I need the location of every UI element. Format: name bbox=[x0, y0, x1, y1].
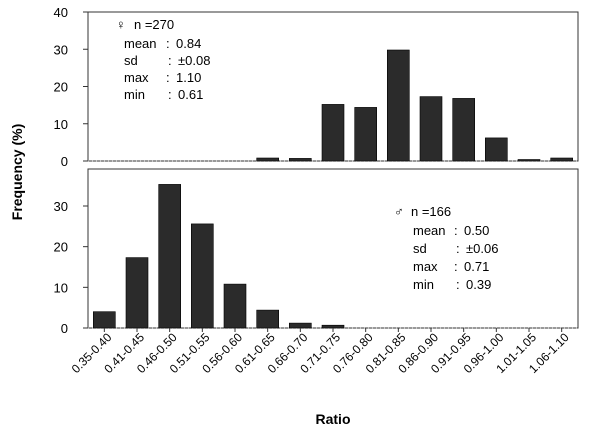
male-sd-sep: : bbox=[456, 241, 460, 256]
male-ytick-label-30: 30 bbox=[54, 199, 68, 214]
female-max-value: 1.10 bbox=[176, 70, 201, 85]
male-bar-0.41-0.45 bbox=[125, 257, 149, 329]
male-sd-value: ±0.06 bbox=[466, 241, 498, 256]
x-axis-title: Ratio bbox=[316, 411, 351, 427]
male-bar-0.71-0.75 bbox=[321, 324, 345, 329]
male-bar-0.56-0.60 bbox=[223, 283, 247, 329]
male-symbol: ♂ bbox=[394, 204, 404, 219]
female-bar-0.91-0.95 bbox=[452, 98, 476, 162]
male-mean-value: 0.50 bbox=[464, 223, 489, 238]
male-min-value: 0.39 bbox=[466, 277, 491, 292]
female-ytick-label-30: 30 bbox=[54, 42, 68, 57]
male-sd-label: sd bbox=[413, 241, 427, 256]
male-n: n =166 bbox=[411, 204, 451, 219]
male-bar-0.66-0.70 bbox=[288, 322, 312, 329]
male-max-sep: : bbox=[454, 259, 458, 274]
female-bars bbox=[256, 49, 574, 162]
female-stats: ♀ n =270 mean : 0.84 sd : ±0.08 max : 1.… bbox=[116, 17, 210, 102]
male-ytick-label-20: 20 bbox=[54, 240, 68, 255]
female-bar-1.06-1.10 bbox=[550, 157, 574, 162]
male-y-ticks: 0 10 20 30 bbox=[54, 199, 88, 336]
female-bar-0.81-0.85 bbox=[386, 49, 410, 162]
male-bars bbox=[93, 184, 345, 329]
female-bar-0.86-0.90 bbox=[419, 96, 443, 162]
female-ytick-label-0: 0 bbox=[61, 154, 68, 169]
female-min-value: 0.61 bbox=[178, 87, 203, 102]
female-n: n =270 bbox=[134, 17, 174, 32]
male-max-label: max bbox=[413, 259, 438, 274]
female-ytick-label-20: 20 bbox=[54, 80, 68, 95]
female-mean-label: mean bbox=[124, 36, 157, 51]
male-bar-0.35-0.40 bbox=[93, 311, 116, 329]
female-mean-sep: : bbox=[166, 36, 170, 51]
female-bar-1.01-1.05 bbox=[517, 159, 541, 162]
female-ytick-label-40: 40 bbox=[54, 5, 68, 20]
male-bar-0.61-0.65 bbox=[256, 309, 280, 329]
male-ytick-label-10: 10 bbox=[54, 280, 68, 295]
female-sd-label: sd bbox=[124, 53, 138, 68]
female-sd-value: ±0.08 bbox=[178, 53, 210, 68]
male-ytick-label-0: 0 bbox=[61, 321, 68, 336]
x-tick-labels: 0.35-0.400.41-0.450.46-0.500.51-0.550.56… bbox=[69, 328, 572, 376]
female-bar-0.61-0.65 bbox=[256, 157, 280, 162]
female-ytick-label-10: 10 bbox=[54, 117, 68, 132]
female-bar-0.66-0.70 bbox=[288, 158, 312, 162]
male-bar-0.46-0.50 bbox=[158, 184, 181, 329]
male-mean-sep: : bbox=[454, 223, 458, 238]
female-min-label: min bbox=[124, 87, 145, 102]
female-sd-sep: : bbox=[168, 53, 172, 68]
female-bar-0.71-0.75 bbox=[321, 104, 345, 162]
female-y-ticks: 0 10 20 30 40 bbox=[54, 5, 88, 169]
male-stats: ♂ n =166 mean : 0.50 sd : ±0.06 max : 0.… bbox=[394, 204, 498, 292]
female-mean-value: 0.84 bbox=[176, 36, 201, 51]
y-axis-title: Frequency (%) bbox=[9, 124, 25, 220]
female-bar-0.96-1.00 bbox=[484, 137, 508, 162]
male-bar-0.51-0.55 bbox=[191, 223, 214, 329]
female-max-label: max bbox=[124, 70, 149, 85]
female-min-sep: : bbox=[168, 87, 172, 102]
female-max-sep: : bbox=[166, 70, 170, 85]
male-min-label: min bbox=[413, 277, 434, 292]
male-max-value: 0.71 bbox=[464, 259, 489, 274]
male-mean-label: mean bbox=[413, 223, 446, 238]
female-symbol: ♀ bbox=[116, 17, 126, 32]
male-min-sep: : bbox=[456, 277, 460, 292]
female-bar-0.76-0.80 bbox=[354, 107, 378, 162]
